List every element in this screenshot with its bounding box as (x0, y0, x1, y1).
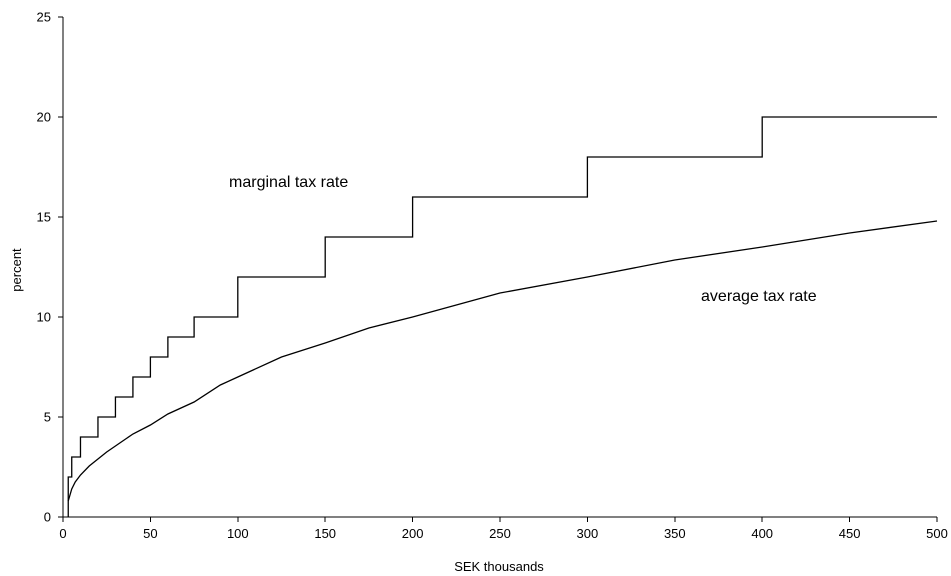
y-tick-label: 0 (44, 510, 51, 525)
y-ticks: 0 5 10 15 20 25 (37, 10, 63, 525)
axes (62, 17, 937, 518)
y-tick-label: 20 (37, 110, 51, 125)
annotations: marginal tax rate average tax rate (229, 174, 817, 305)
x-tick-label: 400 (751, 526, 773, 541)
marginal-tax-rate-line (67, 116, 937, 517)
y-tick-label: 15 (37, 210, 51, 225)
y-tick-label: 25 (37, 10, 51, 25)
x-tick-label: 300 (577, 526, 599, 541)
average-tax-rate-line (67, 220, 938, 502)
x-tick-label: 500 (926, 526, 948, 541)
marginal-tax-rate-label: marginal tax rate (229, 174, 348, 191)
x-ticks: 0 50 100 150 200 250 300 350 400 450 500 (59, 517, 948, 541)
x-axis-title: SEK thousands (454, 559, 544, 574)
x-tick-label: 350 (664, 526, 686, 541)
series-layer (67, 116, 938, 517)
average-tax-rate-label: average tax rate (701, 288, 817, 305)
x-tick-label: 200 (402, 526, 424, 541)
x-tick-label: 0 (59, 526, 66, 541)
x-tick-label: 100 (227, 526, 249, 541)
x-tick-label: 150 (314, 526, 336, 541)
y-axis-title: percent (9, 248, 24, 292)
y-tick-label: 10 (37, 310, 51, 325)
y-tick-label: 5 (44, 410, 51, 425)
x-tick-label: 50 (143, 526, 157, 541)
x-tick-label: 250 (489, 526, 511, 541)
x-tick-label: 450 (839, 526, 861, 541)
